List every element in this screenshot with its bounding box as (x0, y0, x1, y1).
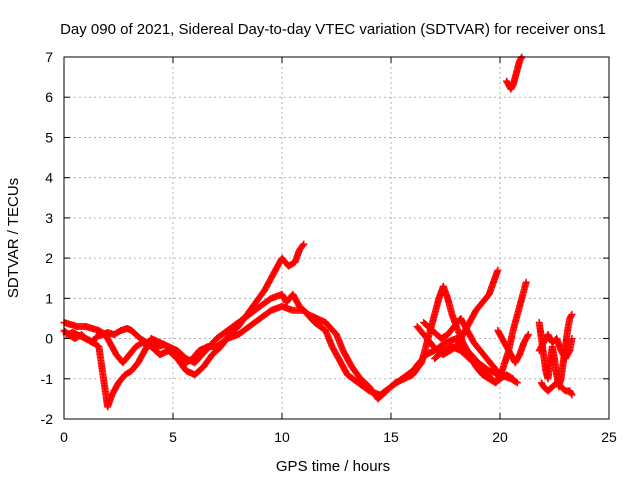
y-tick-label: 1 (45, 290, 53, 306)
data-point (567, 390, 575, 398)
data-point (524, 331, 532, 339)
axis-ticks (63, 56, 610, 420)
x-tick-label: 0 (60, 429, 68, 445)
x-axis-label: GPS time / hours (276, 458, 390, 475)
data-point (494, 266, 502, 274)
data-point (568, 391, 576, 399)
x-tick-label: 5 (169, 429, 177, 445)
y-tick-label: 2 (45, 250, 53, 266)
x-tick-label: 10 (274, 429, 290, 445)
data-point (568, 310, 576, 318)
data-point (300, 240, 308, 248)
y-tick-label: 7 (45, 49, 53, 65)
y-axis-label: SDTVAR / TECUs (5, 178, 22, 298)
x-tick-label: 20 (492, 429, 508, 445)
data-point (567, 312, 575, 320)
data-point (509, 375, 517, 383)
series-track-h (503, 53, 526, 93)
data-point (508, 374, 516, 382)
series-track-f (431, 278, 530, 387)
grid-lines (64, 57, 609, 419)
data-point (299, 241, 307, 249)
data-series (60, 53, 576, 411)
series-track-g (494, 327, 532, 367)
y-tick-label: -2 (41, 411, 54, 427)
data-point (524, 332, 532, 340)
y-tick-label: -1 (41, 371, 54, 387)
series-track-k (535, 331, 576, 363)
series-track-j (537, 379, 576, 399)
y-tick-label: 3 (45, 210, 53, 226)
data-point (513, 379, 521, 387)
data-point (568, 335, 576, 343)
series-track-e (420, 314, 504, 379)
data-point (522, 278, 530, 286)
x-tick-label: 25 (601, 429, 617, 445)
y-tick-label: 0 (45, 331, 53, 347)
data-point (512, 378, 520, 386)
chart-title: Day 090 of 2021, Sidereal Day-to-day VTE… (60, 21, 606, 38)
series-track-c (62, 282, 517, 411)
y-tick-label: 4 (45, 170, 53, 186)
y-tick-label: 6 (45, 89, 53, 105)
y-tick-label: 5 (45, 129, 53, 145)
data-point (517, 54, 525, 62)
plot-frame (63, 56, 610, 420)
x-tick-label: 15 (383, 429, 399, 445)
